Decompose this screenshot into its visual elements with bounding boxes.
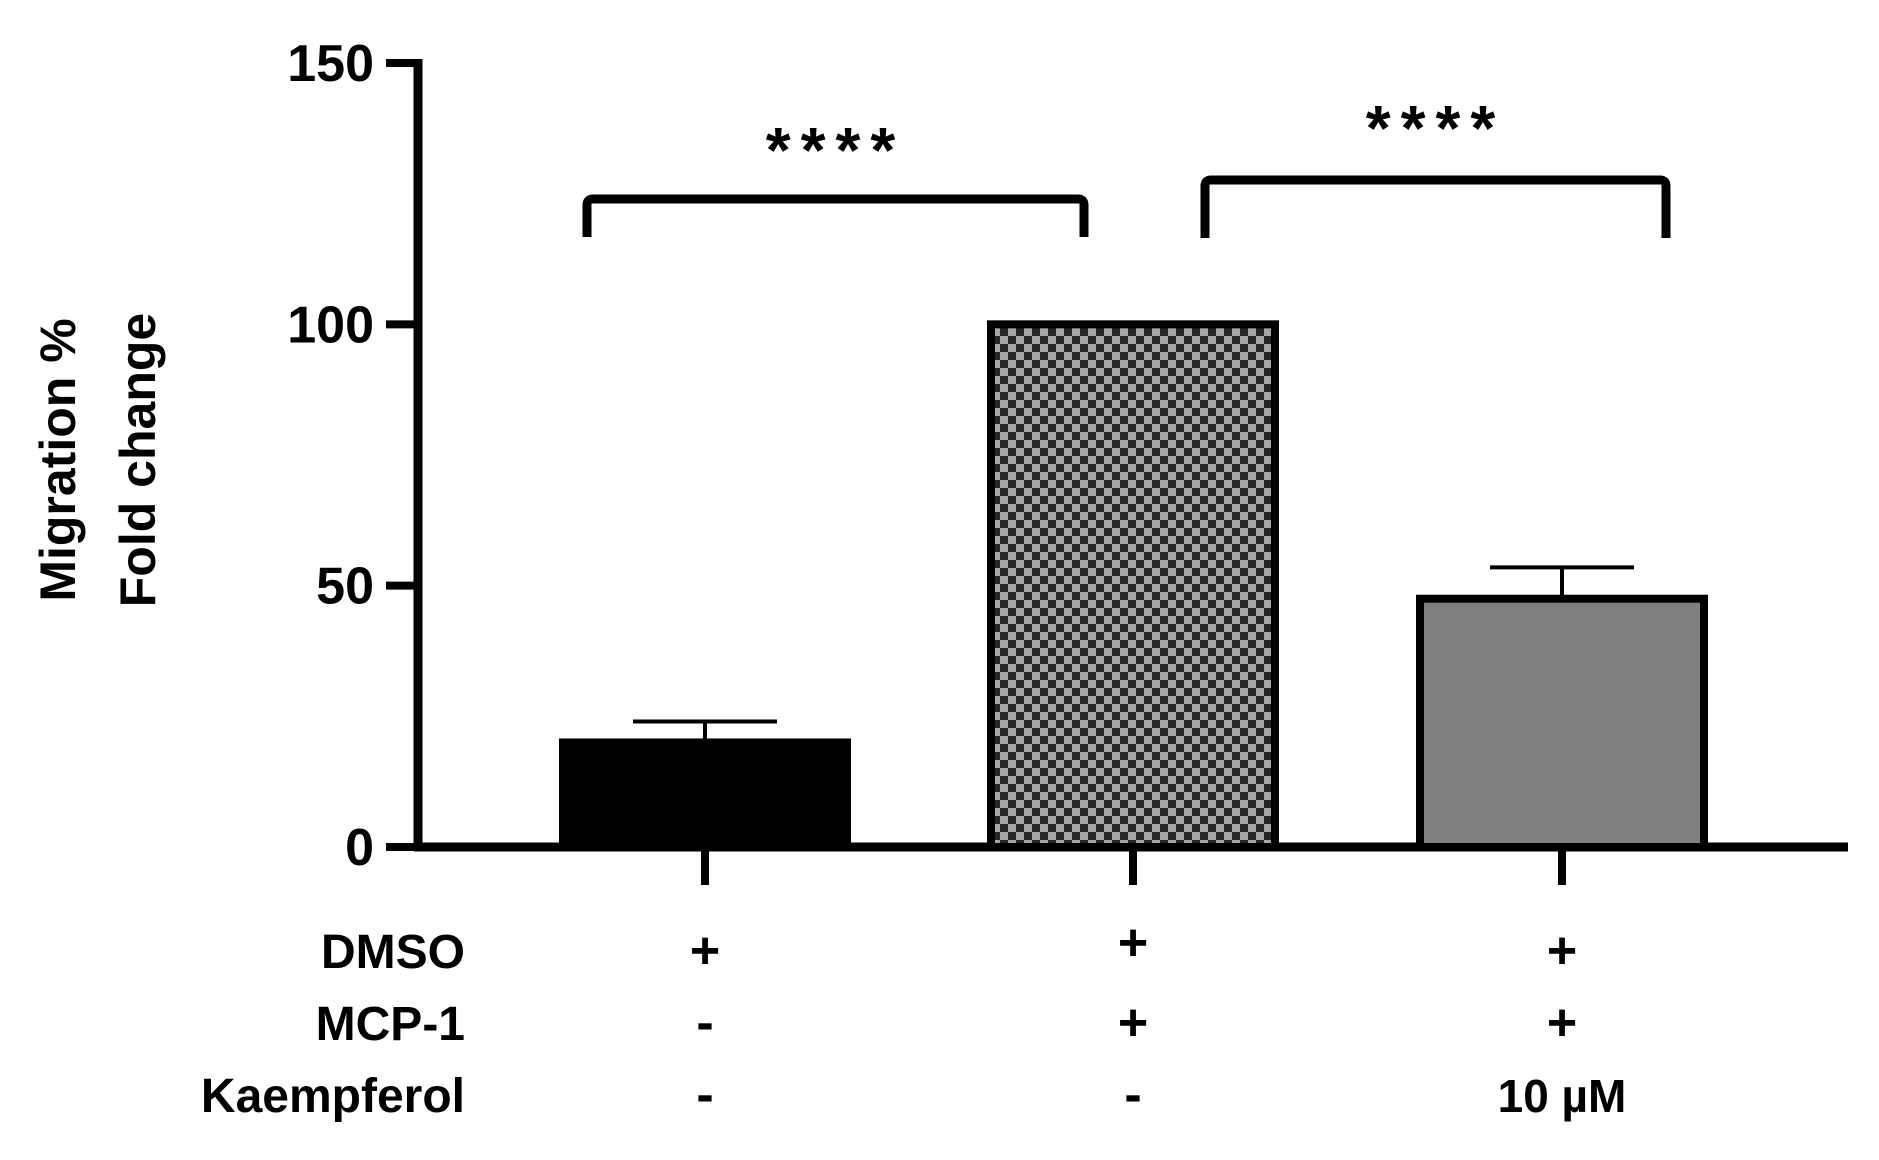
- treatment-cell-1-1: +: [690, 922, 720, 980]
- y-tick-label-100: 100: [287, 296, 374, 354]
- y-axis-title-line-2: Fold change: [110, 313, 166, 607]
- treatment-row-label-3: Kaempferol: [201, 1070, 465, 1123]
- bar-3: [1416, 594, 1708, 851]
- error-bar-3: [1490, 565, 1634, 599]
- significance-label-2: ****: [1366, 92, 1506, 164]
- error-bars: [633, 565, 1634, 743]
- y-ticks: 0 50 100 150: [287, 35, 418, 877]
- treatment-cell-1-2: +: [1118, 914, 1148, 972]
- treatment-row-label-2: MCP-1: [316, 998, 465, 1051]
- treatment-cell-3-2: -: [1124, 1066, 1141, 1124]
- treatment-cell-1-3: +: [1547, 922, 1577, 980]
- treatment-table: DMSO + + + MCP-1 - + + Kaempferol - - 10 µM: [201, 914, 1626, 1124]
- significance-bracket-2: ****: [1200, 92, 1671, 238]
- significance-label-1: ****: [766, 114, 906, 186]
- treatment-cell-3-3: 10 µM: [1498, 1070, 1627, 1122]
- treatment-row-label-1: DMSO: [321, 926, 465, 979]
- significance-bracket-line-2: [1200, 175, 1671, 238]
- y-tick-label-0: 0: [345, 819, 374, 877]
- bar-2: [987, 320, 1279, 852]
- y-axis-title: Migration % Fold change: [30, 313, 166, 607]
- x-ticks: [701, 847, 1566, 885]
- bars: [559, 320, 1708, 852]
- treatment-cell-2-3: +: [1547, 994, 1577, 1052]
- significance-bracket-line-1: [582, 194, 1089, 237]
- y-axis-title-line-1: Migration %: [30, 318, 86, 601]
- treatment-cell-3-1: -: [696, 1066, 713, 1124]
- significance-bracket-1: ****: [582, 114, 1089, 237]
- bar-1: [559, 738, 851, 852]
- treatment-cell-2-2: +: [1118, 994, 1148, 1052]
- treatment-cell-2-1: -: [696, 994, 713, 1052]
- significance-brackets: **** ****: [582, 92, 1671, 238]
- y-tick-label-50: 50: [316, 558, 374, 616]
- error-bar-1: [633, 719, 777, 743]
- y-tick-label-150: 150: [287, 35, 374, 93]
